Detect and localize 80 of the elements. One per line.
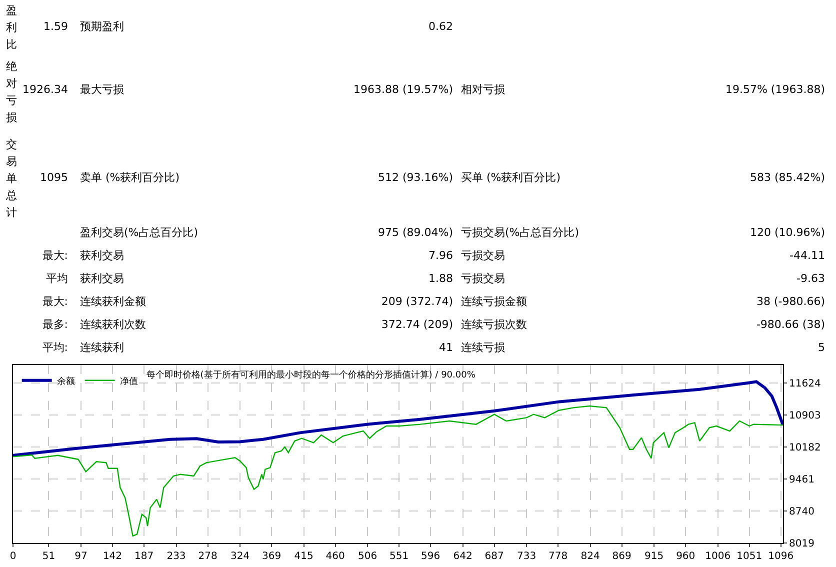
- text: 绝对亏损: [6, 59, 18, 126]
- text: 0.62: [428, 20, 453, 34]
- text: 亏损交易: [461, 272, 505, 286]
- x-tick-label: 51: [42, 551, 56, 562]
- x-tick-label: 1006: [705, 551, 731, 562]
- text: 最大亏损: [80, 83, 124, 97]
- text: 最大:: [42, 249, 68, 263]
- text: 38 (-980.66): [756, 295, 825, 309]
- text: 平均:: [42, 341, 68, 355]
- text: 372.74 (209): [381, 318, 453, 332]
- text: 209 (372.74): [381, 295, 453, 309]
- text: 120 (10.96%): [750, 226, 825, 240]
- text: 亏损交易(%占总百分比): [461, 226, 580, 240]
- x-tick-label: 642: [453, 551, 472, 562]
- text: 平均: [46, 272, 68, 286]
- text: 连续获利: [80, 341, 124, 355]
- x-tick-label: 97: [74, 551, 88, 562]
- text: 975 (89.04%): [378, 226, 453, 240]
- text: 盈利交易(%占总百分比): [80, 226, 198, 240]
- text: 交易单总计: [6, 137, 18, 221]
- x-tick-label: 415: [294, 551, 314, 562]
- x-tick-label: 869: [612, 551, 632, 562]
- x-tick-label: 824: [580, 551, 600, 562]
- legend-label: 净值: [120, 376, 138, 387]
- x-tick-label: 460: [326, 551, 345, 562]
- text: 每个即时价格(基于所有可利用的最小时段的每一个价格的分形插值计算) / 90.00%: [146, 370, 476, 381]
- text: 盈利比: [6, 3, 18, 53]
- x-tick-label: 0: [10, 551, 16, 562]
- legend-label: 余额: [56, 376, 75, 387]
- x-tick-label: 233: [166, 551, 186, 562]
- text: 512 (93.16%): [378, 171, 453, 185]
- text: 连续亏损金额: [461, 295, 527, 309]
- text: -9.63: [796, 272, 825, 286]
- text: 最大:: [42, 295, 68, 309]
- x-tick-label: 596: [421, 551, 440, 562]
- text: 卖单 (%获利百分比): [80, 171, 180, 185]
- text: 买单 (%获利百分比): [461, 171, 561, 185]
- text: 7.96: [428, 249, 453, 263]
- y-tick-label: 11624: [789, 378, 821, 390]
- text: 连续亏损: [461, 341, 505, 355]
- text: 相对亏损: [461, 83, 505, 97]
- text: 41: [439, 341, 453, 355]
- x-tick-label: 142: [102, 551, 122, 562]
- text: 获利交易: [80, 249, 124, 263]
- x-tick-label: 778: [548, 551, 568, 562]
- y-tick-label: 10903: [789, 410, 821, 422]
- x-tick-label: 915: [644, 551, 664, 562]
- y-tick-label: 8019: [789, 538, 814, 550]
- y-tick-label: 9461: [789, 474, 814, 486]
- text: 预期盈利: [80, 20, 124, 34]
- line-series: [13, 405, 783, 537]
- x-tick-label: 733: [517, 551, 536, 562]
- x-tick-label: 324: [230, 551, 250, 562]
- text: 583 (85.42%): [750, 171, 825, 185]
- text: -44.11: [790, 249, 825, 263]
- x-tick-label: 687: [484, 551, 504, 562]
- x-tick-label: 551: [390, 551, 409, 562]
- x-tick-label: 187: [134, 551, 154, 562]
- text: 1926.34: [22, 83, 68, 97]
- text: 1.59: [44, 20, 68, 34]
- text: 1963.88 (19.57%): [353, 83, 453, 97]
- text: 亏损交易: [461, 249, 505, 263]
- x-tick-label: 1051: [736, 551, 762, 562]
- text: 连续获利次数: [80, 318, 146, 332]
- text: 5: [818, 341, 825, 355]
- x-tick-label: 960: [676, 551, 696, 562]
- text: 19.57% (1963.88): [725, 83, 825, 97]
- x-tick-label: 369: [262, 551, 282, 562]
- x-tick-label: 1096: [768, 551, 794, 562]
- x-tick-label: 278: [198, 551, 218, 562]
- x-tick-label: 506: [358, 551, 378, 562]
- y-tick-label: 8740: [789, 506, 814, 518]
- text: 连续亏损次数: [461, 318, 527, 332]
- text: 最多:: [42, 318, 68, 332]
- text: -980.66 (38): [756, 318, 825, 332]
- y-tick-label: 10182: [789, 442, 821, 454]
- text: 连续获利金额: [80, 295, 146, 309]
- text: 1.88: [428, 272, 453, 286]
- text: 获利交易: [80, 272, 124, 286]
- text: 1095: [40, 171, 68, 185]
